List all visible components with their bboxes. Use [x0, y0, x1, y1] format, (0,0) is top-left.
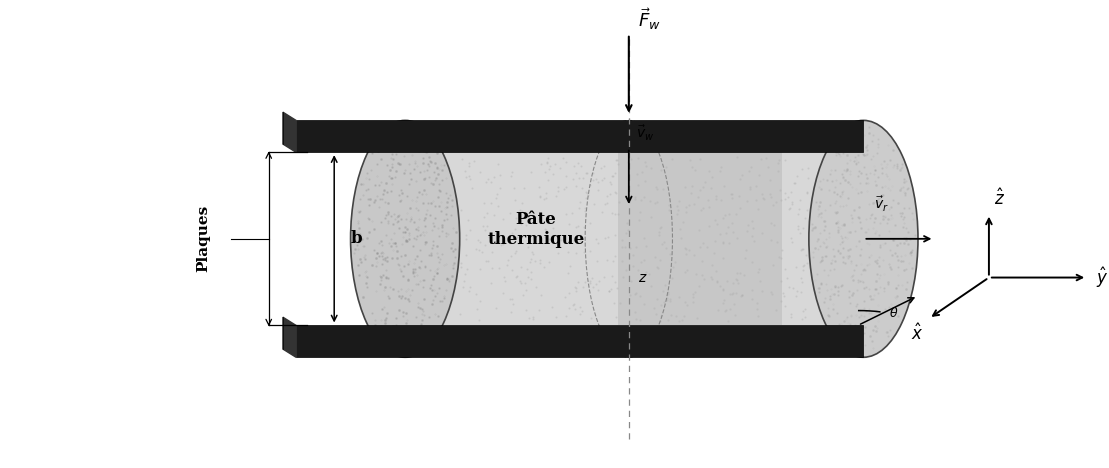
Text: Pâte
thermique: Pâte thermique: [488, 212, 584, 248]
Polygon shape: [283, 112, 296, 152]
Text: $\vec{F}_w$: $\vec{F}_w$: [638, 6, 661, 31]
Bar: [296, 120, 864, 152]
Text: $\vec{v}_r$: $\vec{v}_r$: [874, 195, 889, 214]
Text: $\hat{x}$: $\hat{x}$: [910, 323, 924, 344]
Bar: [618, 152, 782, 325]
Text: $\vec{v}_w$: $\vec{v}_w$: [637, 124, 654, 143]
Text: Plaques: Plaques: [196, 205, 211, 272]
Text: $\hat{z}$: $\hat{z}$: [995, 189, 1006, 209]
Bar: [405, 152, 864, 325]
Text: $\hat{y}$: $\hat{y}$: [1096, 265, 1108, 290]
Bar: [296, 325, 864, 357]
Text: b: b: [350, 230, 363, 247]
Polygon shape: [283, 317, 296, 357]
Text: $\theta$: $\theta$: [888, 306, 898, 320]
Ellipse shape: [350, 120, 460, 357]
Text: $z$: $z$: [638, 271, 648, 285]
Ellipse shape: [808, 120, 918, 357]
